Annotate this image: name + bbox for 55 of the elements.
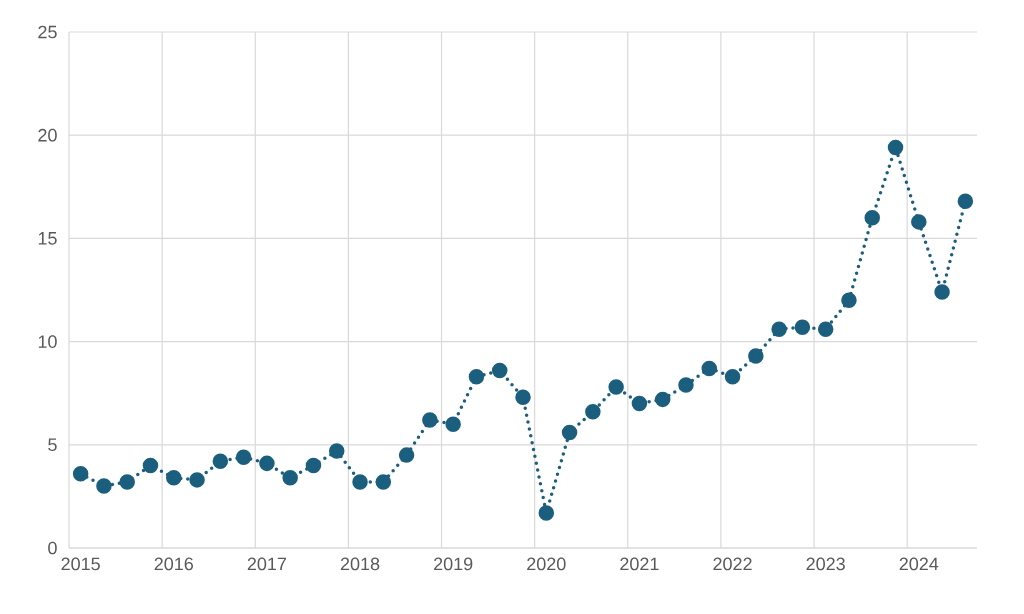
point	[119, 474, 135, 490]
point	[468, 368, 485, 385]
point	[305, 457, 322, 474]
point	[631, 395, 648, 412]
point	[212, 453, 229, 470]
point	[422, 412, 438, 428]
point	[701, 360, 718, 377]
point	[538, 505, 555, 521]
point	[934, 284, 950, 300]
point	[817, 321, 834, 337]
point	[887, 139, 904, 156]
point	[794, 319, 811, 335]
point	[771, 321, 787, 337]
x-tick-label: 2023	[806, 557, 845, 571]
point	[235, 449, 252, 465]
point	[329, 443, 345, 459]
point	[654, 391, 671, 408]
y-tick-label: 20	[38, 128, 57, 142]
point	[375, 474, 392, 490]
point	[398, 447, 415, 463]
x-tick-label: 2018	[340, 557, 380, 571]
point	[841, 292, 857, 309]
y-tick-label: 25	[38, 25, 57, 39]
x-tick-label: 2016	[154, 557, 193, 571]
point	[352, 474, 368, 490]
x-tick-label: 2022	[713, 557, 752, 571]
x-tick-label: 2017	[247, 557, 287, 571]
x-tick-label: 2019	[434, 557, 473, 571]
point	[957, 193, 974, 209]
y-tick-label: 15	[38, 232, 57, 245]
point	[96, 478, 112, 494]
point	[515, 389, 531, 406]
y-tick-label: 10	[38, 335, 57, 348]
x-tick-label: 2020	[527, 557, 566, 571]
point	[864, 210, 880, 226]
point	[724, 368, 741, 385]
x-tick-label: 2021	[620, 557, 659, 571]
point	[259, 455, 275, 472]
point	[491, 362, 508, 379]
point	[911, 214, 927, 230]
x-tick-label: 2024	[899, 557, 939, 571]
point	[678, 377, 694, 393]
point	[142, 457, 159, 474]
y-tick-label: 5	[48, 438, 57, 452]
point	[608, 379, 624, 395]
point	[72, 465, 89, 482]
y-tick-label: 0	[48, 541, 57, 555]
x-tick-label: 2015	[61, 557, 100, 571]
point	[561, 424, 578, 441]
point	[166, 470, 182, 486]
point	[748, 348, 764, 364]
point	[445, 416, 461, 432]
point	[282, 470, 298, 486]
point	[189, 472, 205, 488]
point	[585, 404, 601, 420]
